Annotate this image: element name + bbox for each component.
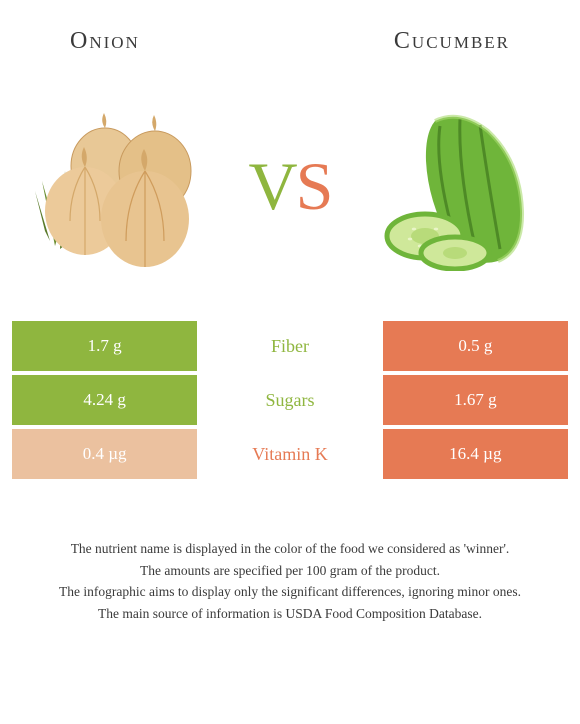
nutrient-name: Vitamin K [197, 429, 382, 479]
note-line: The amounts are specified per 100 gram o… [18, 561, 562, 581]
nutrient-name: Fiber [197, 321, 382, 371]
note-line: The main source of information is USDA F… [18, 604, 562, 624]
right-value: 16.4 µg [383, 429, 568, 479]
vs-label: VS [249, 147, 332, 226]
left-value: 1.7 g [12, 321, 197, 371]
cucumber-icon [380, 101, 540, 271]
hero-row: VS [0, 71, 580, 301]
table-row: 4.24 g Sugars 1.67 g [12, 375, 568, 425]
onion-icon [30, 101, 210, 271]
table-row: 0.4 µg Vitamin K 16.4 µg [12, 429, 568, 479]
nutrient-name: Sugars [197, 375, 382, 425]
right-value: 1.67 g [383, 375, 568, 425]
cucumber-image [370, 96, 550, 276]
footnotes: The nutrient name is displayed in the co… [0, 483, 580, 623]
note-line: The infographic aims to display only the… [18, 582, 562, 602]
onion-image [30, 96, 210, 276]
right-food-title: Cucumber [394, 28, 510, 55]
vs-s: S [296, 148, 332, 224]
left-value: 4.24 g [12, 375, 197, 425]
left-food-title: Onion [70, 28, 140, 55]
note-line: The nutrient name is displayed in the co… [18, 539, 562, 559]
left-value: 0.4 µg [12, 429, 197, 479]
table-row: 1.7 g Fiber 0.5 g [12, 321, 568, 371]
vs-v: V [249, 148, 296, 224]
nutrient-table: 1.7 g Fiber 0.5 g 4.24 g Sugars 1.67 g 0… [12, 321, 568, 479]
right-value: 0.5 g [383, 321, 568, 371]
header: Onion Cucumber [0, 0, 580, 71]
